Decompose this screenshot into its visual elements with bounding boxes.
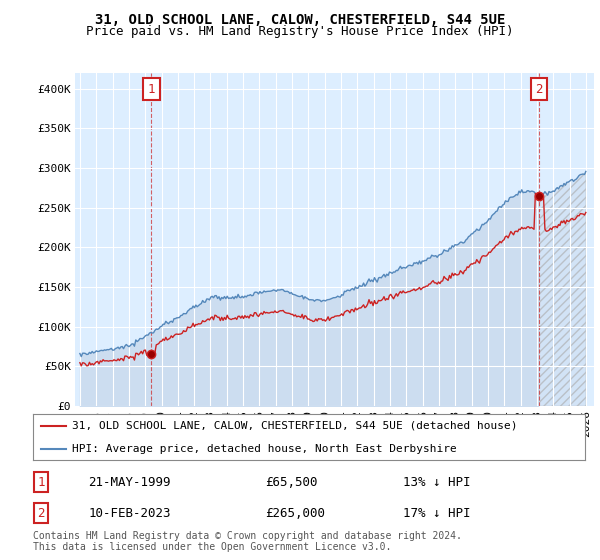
Text: 31, OLD SCHOOL LANE, CALOW, CHESTERFIELD, S44 5UE: 31, OLD SCHOOL LANE, CALOW, CHESTERFIELD… (95, 13, 505, 27)
Text: 13% ↓ HPI: 13% ↓ HPI (403, 476, 470, 489)
Text: £265,000: £265,000 (265, 507, 325, 520)
Text: Price paid vs. HM Land Registry's House Price Index (HPI): Price paid vs. HM Land Registry's House … (86, 25, 514, 39)
Text: 17% ↓ HPI: 17% ↓ HPI (403, 507, 470, 520)
Text: HPI: Average price, detached house, North East Derbyshire: HPI: Average price, detached house, Nort… (71, 444, 457, 454)
Text: Contains HM Land Registry data © Crown copyright and database right 2024.
This d: Contains HM Land Registry data © Crown c… (33, 531, 462, 553)
Text: £65,500: £65,500 (265, 476, 317, 489)
Text: 21-MAY-1999: 21-MAY-1999 (88, 476, 170, 489)
Text: 1: 1 (37, 476, 45, 489)
Text: 2: 2 (535, 83, 542, 96)
Text: 31, OLD SCHOOL LANE, CALOW, CHESTERFIELD, S44 5UE (detached house): 31, OLD SCHOOL LANE, CALOW, CHESTERFIELD… (71, 421, 517, 431)
Text: 2: 2 (37, 507, 45, 520)
Text: 10-FEB-2023: 10-FEB-2023 (88, 507, 170, 520)
Text: 1: 1 (148, 83, 155, 96)
